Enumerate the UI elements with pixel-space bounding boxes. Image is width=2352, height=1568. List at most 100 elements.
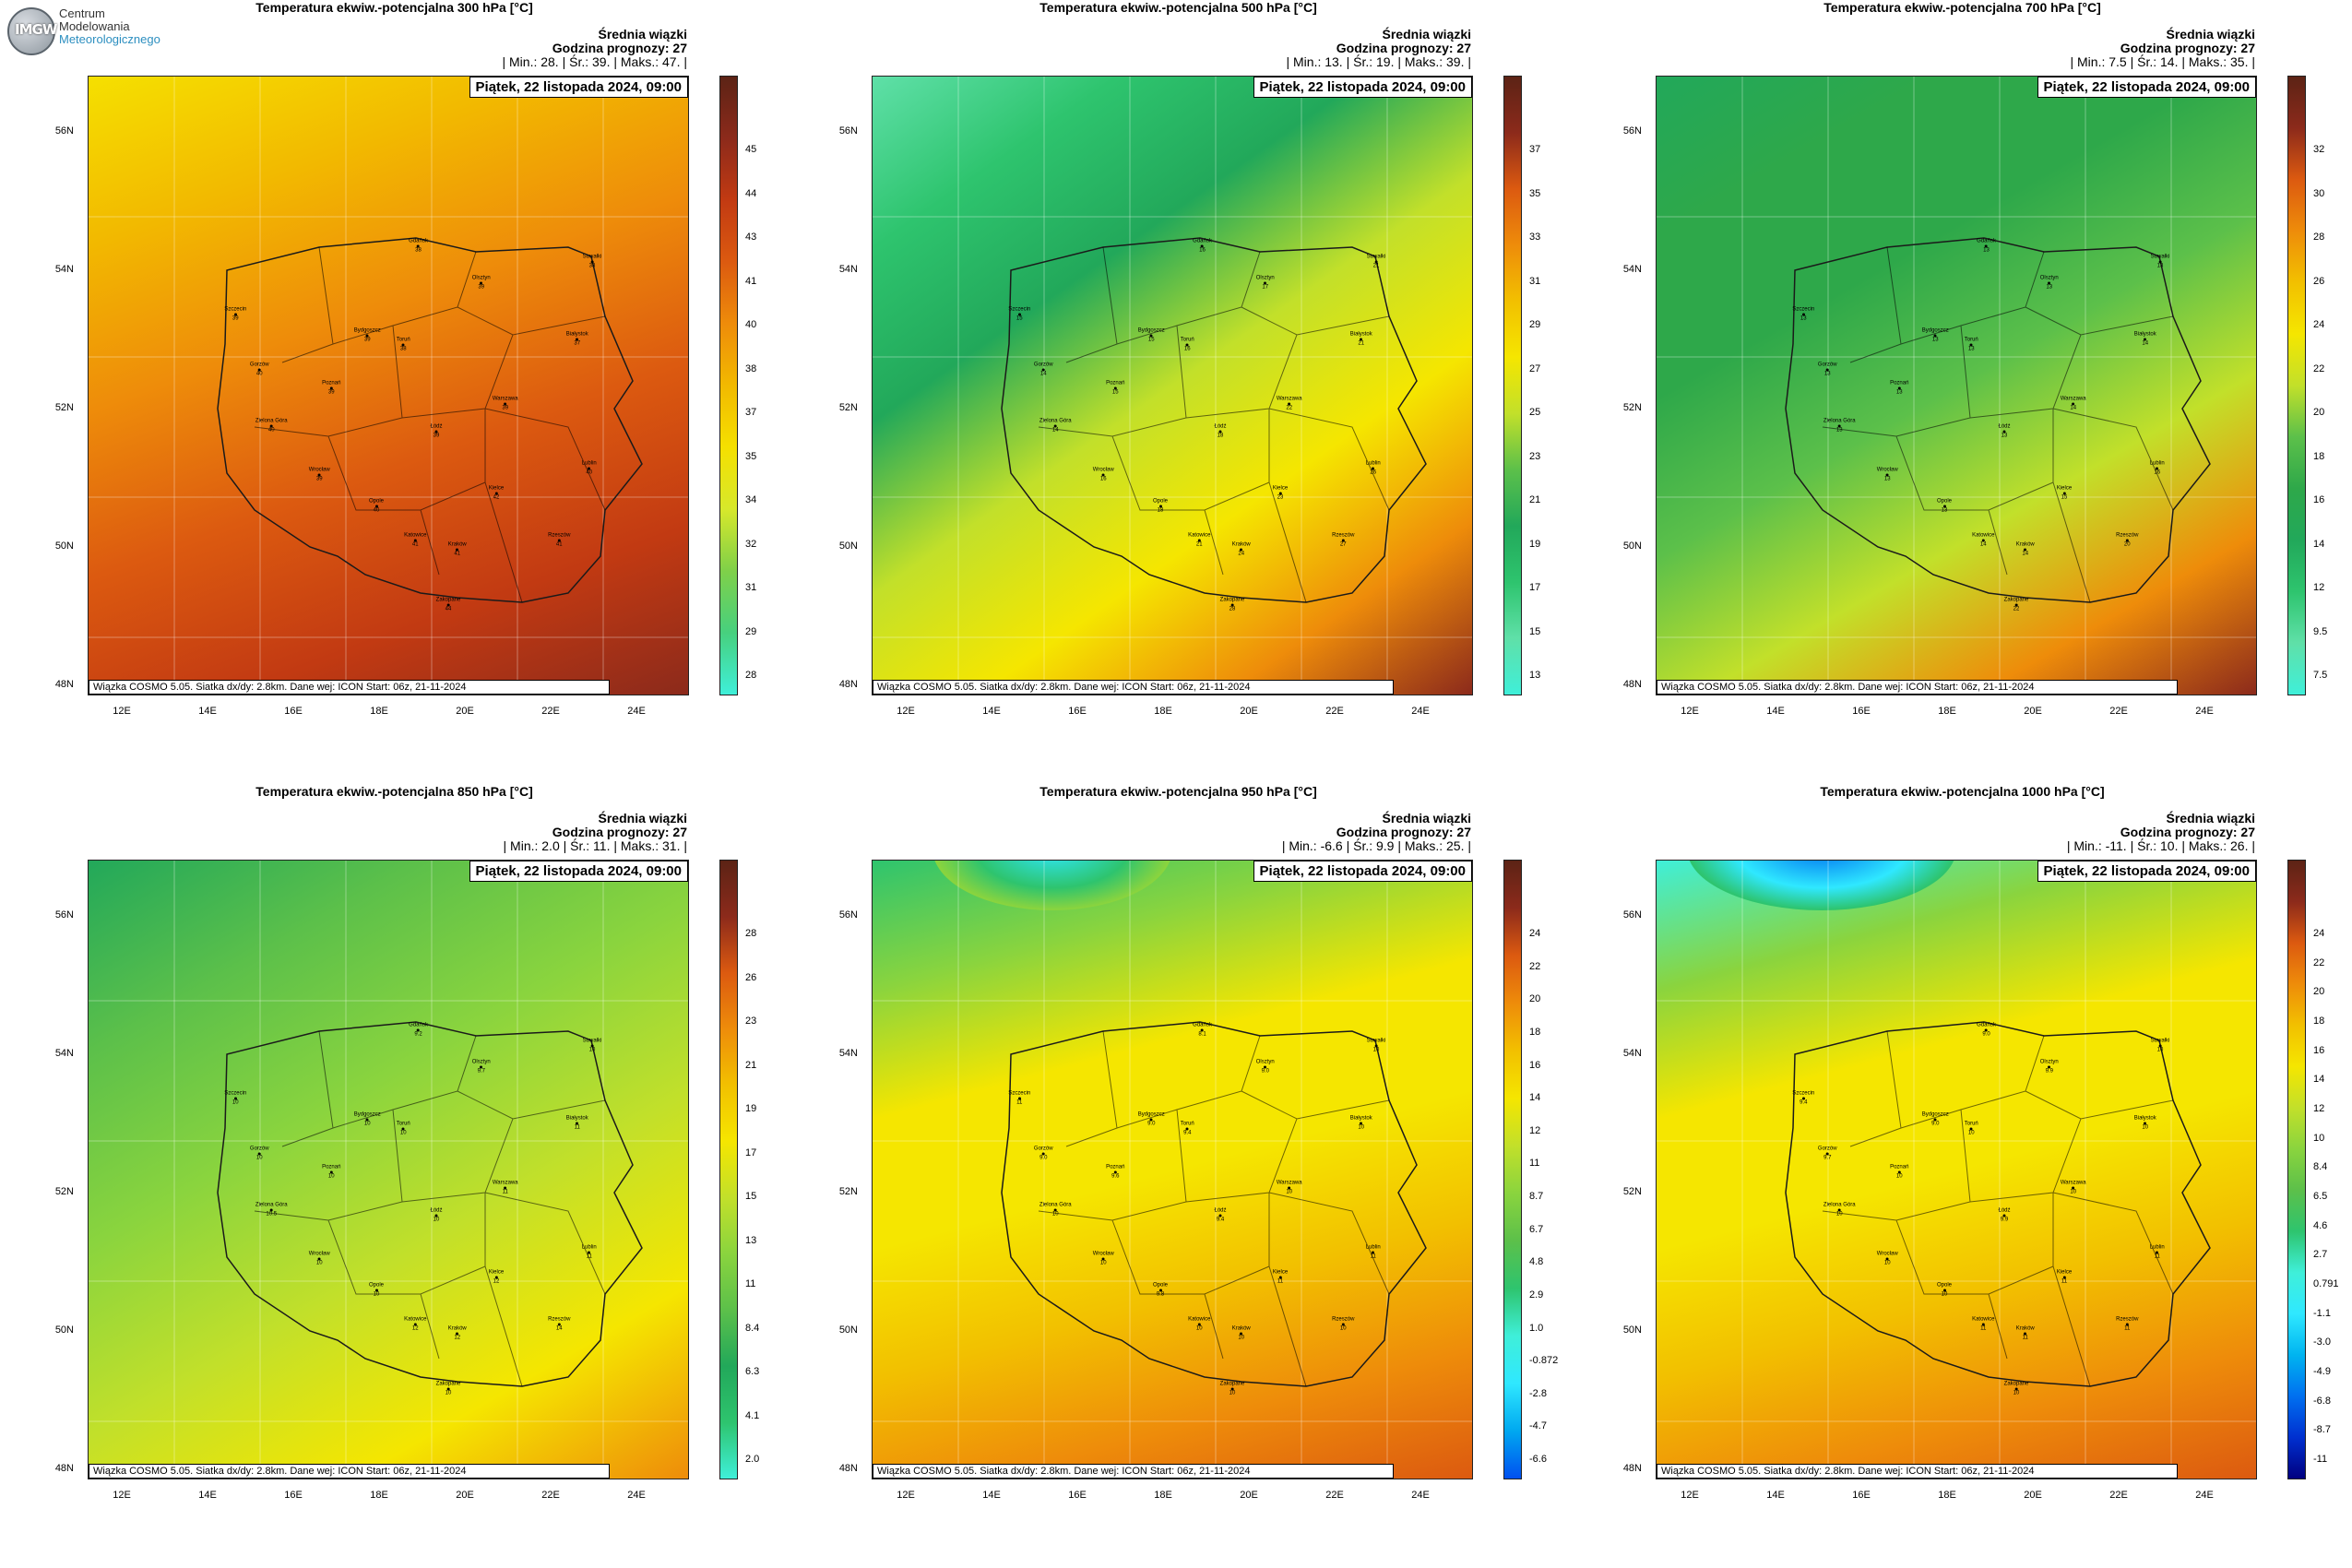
graticule-and-borders	[89, 861, 688, 1479]
colorbar-tick: 30	[2313, 187, 2325, 199]
region-borders	[254, 1030, 606, 1387]
city-value: 37	[574, 340, 581, 347]
city-dot	[590, 1044, 594, 1048]
panel-header: Średnia wiązki Godzina prognozy: 27 | Min.…	[1282, 812, 1471, 853]
country-border	[1785, 1021, 2211, 1387]
city-name: Bydgoszcz	[353, 327, 381, 334]
city-name: Szczecin	[224, 1090, 247, 1097]
city-name: Rzeszów	[1332, 532, 1355, 538]
latitude-label: 54N	[1622, 1048, 1642, 1059]
city-name: Opole	[1152, 498, 1169, 505]
stats-line: | Min.: 7.5 | Śr.: 14. | Maks.: 35. |	[2070, 54, 2255, 69]
city-name: Olsztyn	[471, 1059, 491, 1065]
latitude-label: 54N	[838, 264, 858, 275]
city-dot	[1981, 539, 1985, 541]
city-value: 13	[1983, 247, 1990, 254]
longitude-label: 22E	[1325, 706, 1344, 717]
city-name: Zielona Góra	[1039, 1202, 1072, 1208]
colorbar-tick: 2.0	[745, 1454, 760, 1465]
latitude-label: 56N	[838, 909, 858, 921]
longitude-label: 22E	[541, 706, 560, 717]
city-value: 9.0	[1261, 1068, 1269, 1075]
city-marker: Katowice 14	[1972, 532, 1994, 548]
city-dot	[504, 402, 507, 406]
region-borders	[1822, 1030, 2174, 1387]
city-name: Katowice	[1188, 532, 1211, 538]
city-name: Łódź	[1214, 423, 1227, 430]
temperature-map: Gdańsk 9.0 Suwałki 10 Olsztyn 9.9 Szczecin 9.4 B…	[1656, 860, 2257, 1479]
city-dot	[2024, 1332, 2027, 1336]
subtitle: Średnia wiązki	[1382, 811, 1471, 826]
city-name: Poznań	[1106, 380, 1125, 386]
latitude-label: 52N	[838, 402, 858, 413]
city-dot	[2014, 1387, 2018, 1391]
city-marker: Bydgoszcz 39	[354, 328, 381, 344]
city-dot	[1981, 1323, 1985, 1325]
city-name: Opole	[1936, 498, 1953, 505]
city-name: Lublin	[2149, 1244, 2165, 1251]
city-dot	[233, 313, 237, 316]
colorbar-tick: 8.4	[2313, 1161, 2328, 1173]
longitude-label: 16E	[1068, 706, 1087, 717]
city-marker: Opole 13	[1937, 498, 1952, 514]
city-value: 11	[1980, 1325, 1987, 1331]
city-dot	[2072, 402, 2075, 406]
colorbar-tick: 16	[1529, 1059, 1541, 1071]
city-value: 10	[315, 1260, 323, 1266]
temperature-field	[1657, 77, 2256, 695]
city-value: 40	[373, 507, 380, 514]
longitude-label: 16E	[1068, 1490, 1087, 1501]
colorbar-tick: 2.7	[2313, 1249, 2328, 1261]
city-name: Gorzów	[1033, 1146, 1053, 1152]
city-marker: Poznań 10	[1890, 1165, 1908, 1181]
longitude-label: 12E	[1681, 706, 1699, 717]
city-dot	[1969, 343, 1973, 347]
city-marker: Warszawa 10	[1277, 1181, 1302, 1196]
colorbar-tick: 6.3	[745, 1366, 760, 1377]
city-dot	[1933, 1118, 1937, 1122]
city-name: Opole	[368, 498, 385, 505]
city-name: Olsztyn	[2039, 1059, 2059, 1065]
temperature-map: Gdańsk 8.1 Suwałki 10 Olsztyn 9.0 Szczecin 11 By…	[872, 860, 1473, 1479]
city-dot	[1278, 492, 1282, 495]
city-name: Zielona Góra	[1039, 418, 1072, 424]
city-value: 39	[502, 405, 509, 411]
city-value: 11	[574, 1124, 580, 1131]
city-marker: Olsztyn 9.0	[1256, 1060, 1275, 1075]
city-value: 9.0	[1931, 1121, 1940, 1127]
city-value: 11	[2124, 1325, 2131, 1331]
city-dot	[576, 1122, 579, 1125]
city-name: Gdańsk	[409, 238, 428, 244]
city-dot	[401, 343, 405, 347]
longitude-label: 12E	[113, 706, 131, 717]
city-marker: Zielona Góra 10	[1823, 1202, 1856, 1218]
city-marker: Wrocław 10	[309, 1252, 330, 1267]
city-dot	[2156, 467, 2159, 470]
city-value: 12	[454, 1335, 461, 1341]
city-marker: Suwałki 38	[583, 255, 602, 270]
city-value: 10.5	[266, 1211, 278, 1218]
city-marker: Zakopane 28	[1220, 597, 1245, 612]
city-value: 39	[478, 284, 485, 291]
city-marker: Wrocław 39	[309, 468, 330, 483]
city-name: Lublin	[581, 1244, 597, 1251]
city-value: 10	[2013, 1390, 2020, 1396]
city-name: Zakopane	[1219, 1381, 1245, 1387]
city-marker: Gorzów 14	[1034, 362, 1053, 378]
city-value: 10	[588, 1047, 596, 1053]
city-marker: Kielce 42	[489, 486, 504, 502]
city-dot	[1837, 424, 1841, 428]
city-value: 14	[1039, 371, 1047, 377]
longitude-label: 24E	[2195, 1490, 2214, 1501]
valid-date: Piątek, 22 listopada 2024, 09:00	[2037, 77, 2256, 98]
longitude-label: 20E	[2024, 706, 2042, 717]
colorbar-tick: 0.791	[2313, 1278, 2339, 1289]
colorbar-tick: 21	[745, 1059, 757, 1071]
longitude-label: 22E	[541, 1490, 560, 1501]
city-name: Łódź	[430, 1207, 443, 1214]
colorbar-tick: 44	[745, 187, 757, 199]
latitude-label: 50N	[1622, 1324, 1642, 1336]
city-marker: Łódź 39	[430, 424, 442, 440]
city-marker: Zielona Góra 10.5	[255, 1202, 288, 1218]
city-value: 10	[1835, 1211, 1843, 1218]
